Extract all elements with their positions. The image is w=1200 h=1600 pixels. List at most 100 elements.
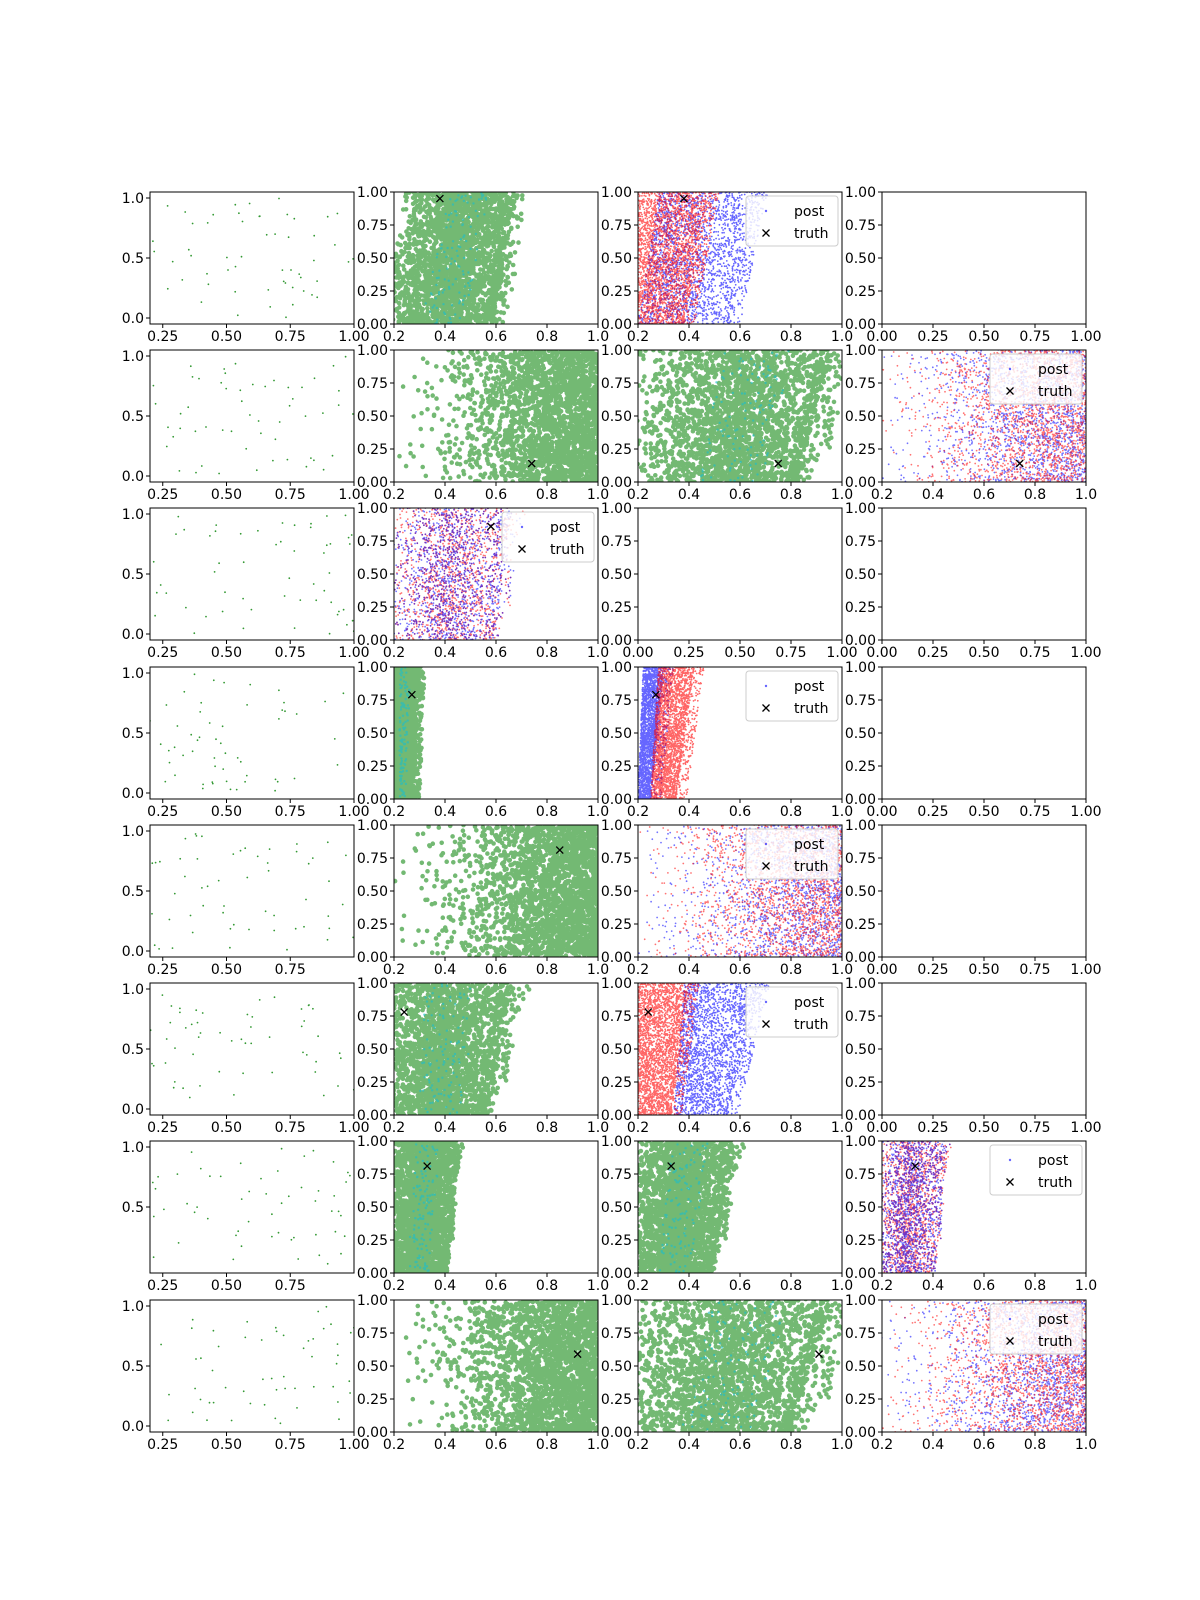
y-tick-label: 0.50 <box>357 1200 388 1216</box>
y-tick-label: 0.00 <box>845 475 876 491</box>
legend-post-label: post <box>1038 362 1069 378</box>
x-tick-label: 0.50 <box>211 329 242 345</box>
y-tick-label: 0.00 <box>357 633 388 649</box>
y-tick-label: 0.00 <box>845 1425 876 1441</box>
y-tick-label: 0.75 <box>845 1009 876 1025</box>
x-tick-label: 0.8 <box>536 1120 558 1136</box>
x-tick-label: 0.25 <box>917 962 948 978</box>
y-tick-label: 0.25 <box>845 1075 876 1091</box>
legend-truth-label: truth <box>1038 384 1072 400</box>
x-tick-label: 0.25 <box>147 804 178 820</box>
y-tick-label: 0.00 <box>845 950 876 966</box>
x-tick-label: 0.6 <box>485 1437 507 1453</box>
y-tick-label: 0.5 <box>122 251 144 267</box>
y-tick-label: 0.50 <box>845 884 876 900</box>
y-tick-label: 1.00 <box>845 1134 876 1150</box>
y-tick-label: 0.5 <box>122 1359 144 1375</box>
y-tick-label: 0.75 <box>601 1167 632 1183</box>
x-tick-label: 0.50 <box>211 804 242 820</box>
y-tick-label: 0.75 <box>601 1326 632 1342</box>
x-tick-label: 0.6 <box>485 1120 507 1136</box>
x-tick-label: 0.4 <box>434 962 456 978</box>
y-tick-label: 0.00 <box>357 317 388 333</box>
x-tick-label: 1.0 <box>1075 1437 1097 1453</box>
y-tick-label: 0.5 <box>122 726 144 742</box>
x-tick-label: 0.4 <box>434 1278 456 1294</box>
x-tick-label: 0.75 <box>275 1437 306 1453</box>
y-tick-label: 0.25 <box>845 600 876 616</box>
y-tick-label: 0.50 <box>601 1042 632 1058</box>
y-tick-label: 0.75 <box>845 1326 876 1342</box>
x-tick-label: 0.4 <box>434 804 456 820</box>
legend-post-label: post <box>1038 1153 1069 1169</box>
y-tick-label: 1.00 <box>601 185 632 201</box>
x-tick-label: 0.6 <box>729 329 751 345</box>
y-tick-label: 0.75 <box>357 851 388 867</box>
x-tick-label: 1.0 <box>1075 487 1097 503</box>
x-tick-label: 0.75 <box>1019 1120 1050 1136</box>
x-tick-label: 0.8 <box>536 962 558 978</box>
x-tick-label: 0.6 <box>485 329 507 345</box>
x-tick-label: 0.8 <box>536 1437 558 1453</box>
x-tick-label: 0.25 <box>147 1278 178 1294</box>
x-tick-label: 0.25 <box>147 962 178 978</box>
y-tick-label: 1.0 <box>122 191 144 207</box>
x-tick-label: 0.25 <box>917 804 948 820</box>
legend-truth-label: truth <box>1038 1334 1072 1350</box>
legend-post-label: post <box>550 520 581 536</box>
x-tick-label: 0.6 <box>485 962 507 978</box>
y-tick-label: 0.25 <box>357 284 388 300</box>
y-tick-label: 1.00 <box>357 660 388 676</box>
y-tick-label: 1.00 <box>357 1134 388 1150</box>
y-tick-label: 0.00 <box>845 792 876 808</box>
legend-post-marker <box>1009 368 1011 370</box>
x-tick-label: 0.4 <box>922 1437 944 1453</box>
x-tick-label: 0.75 <box>1019 962 1050 978</box>
x-tick-label: 0.8 <box>536 1278 558 1294</box>
y-tick-label: 0.00 <box>601 1266 632 1282</box>
y-tick-label: 0.75 <box>845 534 876 550</box>
y-tick-label: 0.25 <box>601 759 632 775</box>
y-tick-label: 0.50 <box>357 1042 388 1058</box>
x-tick-label: 0.75 <box>1019 645 1050 661</box>
legend-post-marker <box>765 843 767 845</box>
y-tick-label: 0.5 <box>122 567 144 583</box>
x-tick-label: 0.25 <box>673 645 704 661</box>
y-tick-label: 0.5 <box>122 1200 144 1216</box>
y-tick-label: 0.00 <box>601 950 632 966</box>
x-tick-label: 0.4 <box>434 1120 456 1136</box>
y-tick-label: 0.0 <box>122 1419 144 1435</box>
y-tick-label: 0.75 <box>845 851 876 867</box>
y-tick-label: 0.25 <box>601 917 632 933</box>
y-tick-label: 0.0 <box>122 786 144 802</box>
legend-truth-label: truth <box>794 226 828 242</box>
y-tick-label: 1.0 <box>122 349 144 365</box>
x-tick-label: 0.75 <box>275 487 306 503</box>
x-tick-label: 0.4 <box>678 329 700 345</box>
x-tick-label: 0.6 <box>485 487 507 503</box>
x-tick-label: 0.75 <box>775 645 806 661</box>
y-tick-label: 0.25 <box>601 284 632 300</box>
y-tick-label: 0.50 <box>601 251 632 267</box>
x-tick-label: 1.00 <box>1070 962 1101 978</box>
y-tick-label: 1.0 <box>122 1299 144 1315</box>
x-tick-label: 0.75 <box>275 1120 306 1136</box>
legend-post-marker <box>1009 1159 1011 1161</box>
y-tick-label: 0.75 <box>601 534 632 550</box>
x-tick-label: 0.6 <box>485 645 507 661</box>
x-tick-label: 0.50 <box>968 804 999 820</box>
x-tick-label: 1.00 <box>1070 329 1101 345</box>
y-tick-label: 0.00 <box>357 475 388 491</box>
y-tick-label: 0.25 <box>845 759 876 775</box>
x-tick-label: 0.8 <box>1024 1278 1046 1294</box>
y-tick-label: 0.00 <box>601 475 632 491</box>
y-tick-label: 0.25 <box>601 1075 632 1091</box>
y-tick-label: 0.25 <box>601 1233 632 1249</box>
y-tick-label: 1.00 <box>845 185 876 201</box>
y-tick-label: 1.00 <box>601 501 632 517</box>
x-tick-label: 0.6 <box>485 1278 507 1294</box>
